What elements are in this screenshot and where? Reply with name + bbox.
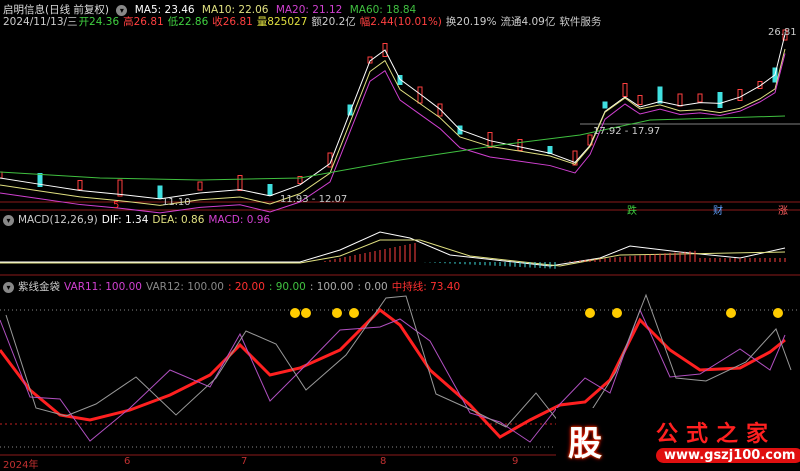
v20: : 20.00 [227,281,265,293]
chevron-down-icon[interactable]: ▾ [3,281,14,293]
date: 2024/11/13/三 [3,16,78,28]
axis-label-9: 9 [512,456,519,467]
candlestick [157,185,163,199]
smiley-icon [773,308,783,318]
sector: 软件服务 [559,16,602,28]
candlestick [677,93,683,107]
change: 幅2.44(10.01%) [359,16,442,28]
marker-rise: 涨 [778,206,788,217]
macd-title: MACD(12,26,9) [18,214,98,226]
v0: : 0.00 [357,281,388,293]
mid-line: 中持线: 73.40 [391,281,461,293]
chevron-down-icon[interactable]: ▾ [3,214,14,226]
macd-header: ▾ MACD(12,26,9) DIF: 1.34 DEA: 0.86 MACD: 0.… [3,214,274,226]
var11-line [0,308,786,443]
candlestick [657,86,663,104]
smiley-icon [726,308,736,318]
candlestick [717,92,723,108]
mid-line-curve [0,308,786,439]
smiley-icon [349,308,359,318]
ma5-line [0,34,786,200]
candlestick [77,180,83,190]
macd-dea: DEA: 0.86 [152,214,205,226]
candlestick [637,95,643,105]
smiley-icon [290,308,300,318]
candlestick [347,104,353,116]
candlestick [197,181,203,191]
candlestick [757,81,763,89]
title-row: 启明信息(日线 前复权) ▾ MA5: 23.46 MA10: 22.06 MA… [3,2,420,17]
range-label-1: 11.93 - 12.07 [280,194,348,205]
candlestick [382,43,388,57]
smiley-icon [301,308,311,318]
volume: 量825027 [256,16,308,28]
watermark-name: 公式之家 [656,422,777,447]
candlestick [517,139,523,151]
macd-value: MACD: 0.96 [208,214,271,226]
smiley-icon [332,308,342,318]
indicator-header: ▾ 紫线金袋 VAR11: 100.00 VAR12: 100.00: 20.00: … [3,279,464,294]
range-label-2: 17.92 - 17.97 [593,126,661,137]
candlestick [782,29,788,41]
candlestick [237,175,243,191]
candlestick [437,103,443,117]
marker-drop: 跌 [627,206,637,217]
candlestick [37,173,43,187]
candlestick [117,179,123,197]
candlestick [697,93,703,103]
ma10-value: MA10: 22.06 [201,4,269,16]
float: 流通4.09亿 [500,16,556,28]
candlestick [572,150,578,166]
axis-label-8: 8 [380,456,387,467]
watermark-logo: 股 公式之家 www.gszj100.com [556,408,800,468]
ma20-value: MA20: 21.12 [275,4,343,16]
candlestick [267,184,273,196]
smiley-icon [585,308,595,318]
indicator-title: 紫线金袋 [18,281,60,293]
v90: : 90.00 [268,281,306,293]
v100: : 100.00 [309,281,354,293]
low: 低22.86 [167,16,209,28]
macd-dif: DIF: 1.34 [101,214,149,226]
candlestick [622,83,628,97]
ma10-line [0,48,786,206]
candlestick [327,152,333,168]
ma5-value: MA5: 23.46 [134,4,195,16]
axis-label-6: 6 [124,456,131,467]
turnover: 换20.19% [445,16,497,28]
high: 高26.81 [123,16,164,28]
candlestick [737,89,743,101]
var12-line [5,293,792,432]
amount: 额20.2亿 [311,16,356,28]
ma60-line [0,115,786,181]
marker-5: 5 [113,200,120,211]
low-label: 11.10 [162,197,191,208]
dif-line [0,231,786,267]
watermark-char: 股 [568,424,602,464]
quote-row: 2024/11/13/三开24.36 高26.81 低22.86 收26.81 量825… [3,14,605,29]
smiley-icon [612,308,622,318]
close: 收26.81 [212,16,253,28]
axis-label-7: 7 [241,456,248,467]
stock-title: 启明信息(日线 前复权) [3,4,110,16]
marker-finance: 财 [713,206,723,217]
chevron-down-icon[interactable]: ▾ [116,4,128,16]
candlestick [602,101,608,109]
axis-label-year: 2024年 [3,460,39,471]
candlestick [0,171,3,179]
high-label: 26.81 [768,27,797,38]
var11: VAR11: 100.00 [64,281,142,293]
watermark-url: www.gszj100.com [656,448,800,463]
candlestick [397,75,403,85]
ma20-line [0,53,786,214]
candlestick [297,176,303,184]
var12: VAR12: 100.00 [145,281,224,293]
ma60-value: MA60: 18.84 [349,4,417,16]
open: 开24.36 [78,16,120,28]
